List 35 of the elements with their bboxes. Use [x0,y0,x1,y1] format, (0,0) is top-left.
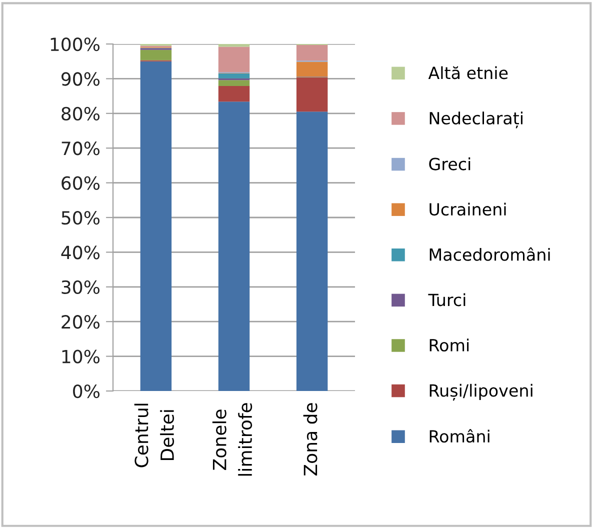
legend-label: Romi [430,338,469,352]
bar [296,62,328,77]
x-tick-label: Centrul Deltei [134,404,174,468]
y-tick-label: 50% [62,210,100,225]
legend-label: Turci [428,293,466,306]
y-tick-label: 10% [62,350,100,364]
y-tick-label: 80% [62,106,100,121]
bar [218,44,250,47]
bar [140,61,172,391]
x-tick-label: Zonele limitrofe [212,403,252,476]
y-tick-label: 20% [62,315,100,329]
bar [218,86,250,102]
legend-label: Români [430,429,490,443]
y-tick-label: 100% [50,37,100,52]
y-tick-label: 70% [62,142,100,156]
legend-label: Greci [429,157,470,170]
bar [218,80,250,86]
bar [218,46,250,72]
x-tick-label: Zona de [303,403,318,476]
legend-label: Macedoromâni [430,247,550,261]
bar [218,73,250,78]
y-tick-label: 0% [73,384,100,398]
bar [218,102,250,391]
legend-label: Ucraineni [430,202,506,216]
bar [296,77,328,112]
y-tick-label: 60% [62,176,100,190]
legend-label: Altă etnie [428,66,508,80]
bar [296,45,328,61]
legend-label: Ruși/lipoveni [430,384,532,401]
y-tick-label: 40% [61,246,100,260]
bar [296,112,328,391]
bar [140,50,172,60]
legend-label: Nedeclarați [430,112,522,128]
y-tick-label: 90% [62,72,100,86]
y-tick-label: 30% [62,280,100,294]
